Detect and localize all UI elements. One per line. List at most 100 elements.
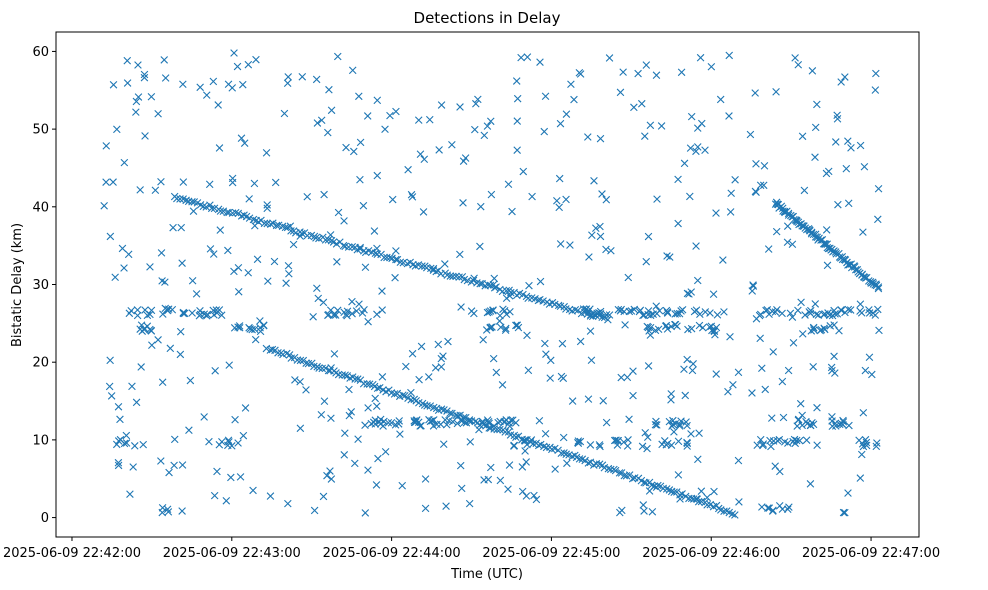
data-point: [158, 378, 167, 386]
data-point: [396, 430, 404, 438]
data-point: [476, 279, 484, 288]
data-point: [756, 435, 765, 444]
data-point: [556, 240, 565, 248]
data-point: [380, 417, 388, 426]
data-point: [688, 366, 697, 375]
data-point: [660, 437, 669, 445]
data-point: [476, 242, 484, 251]
data-point: [703, 493, 711, 502]
data-point: [784, 439, 792, 447]
data-point: [302, 359, 310, 367]
data-point: [844, 199, 853, 208]
data-point: [365, 380, 374, 388]
data-point: [157, 457, 165, 465]
data-point: [773, 305, 781, 314]
data-point: [495, 317, 504, 325]
data-point: [133, 306, 142, 314]
data-point: [667, 390, 676, 398]
data-point: [830, 321, 838, 329]
data-point: [341, 371, 349, 379]
data-point: [605, 311, 614, 319]
data-point: [522, 492, 531, 500]
data-point: [683, 355, 691, 364]
data-point: [212, 306, 221, 314]
data-point: [809, 363, 817, 371]
data-point: [574, 437, 583, 445]
data-point: [111, 273, 119, 282]
data-point: [262, 344, 271, 353]
data-point: [653, 421, 661, 429]
data-point: [616, 88, 625, 97]
data-point: [170, 461, 178, 470]
data-point: [759, 441, 767, 450]
data-point: [771, 308, 780, 316]
data-point: [355, 92, 363, 101]
data-point: [748, 389, 756, 397]
data-point: [251, 335, 260, 344]
data-point: [716, 95, 725, 104]
x-axis-title: Time (UTC): [450, 567, 523, 582]
data-point: [555, 203, 563, 212]
data-point: [536, 277, 545, 286]
data-point: [437, 354, 446, 363]
data-point: [729, 380, 737, 389]
data-point: [504, 180, 513, 189]
data-point: [686, 192, 694, 201]
data-point: [179, 178, 188, 186]
data-point: [762, 306, 770, 315]
data-point: [865, 353, 874, 362]
marker-group: [100, 49, 883, 519]
data-point: [373, 96, 382, 105]
data-point: [667, 441, 676, 449]
data-point: [133, 311, 142, 320]
data-point: [446, 409, 454, 418]
data-point: [471, 125, 479, 134]
data-point: [788, 313, 797, 321]
data-point: [868, 370, 876, 379]
data-point: [798, 411, 806, 420]
data-point: [512, 77, 521, 85]
data-point: [813, 100, 821, 109]
data-point: [811, 300, 820, 308]
data-point: [343, 307, 352, 316]
data-point: [692, 495, 701, 503]
data-point: [662, 485, 671, 493]
data-point: [437, 101, 446, 109]
data-point: [341, 429, 349, 437]
data-point: [461, 154, 470, 162]
data-point: [652, 302, 661, 310]
data-point: [670, 428, 678, 436]
data-point: [835, 326, 843, 335]
data-point: [731, 175, 739, 184]
data-point: [630, 103, 638, 112]
data-point: [859, 408, 868, 417]
data-point: [296, 356, 305, 365]
data-point: [689, 495, 698, 503]
data-point: [802, 436, 811, 444]
data-point: [373, 171, 382, 180]
data-point: [449, 272, 457, 281]
data-point: [827, 363, 836, 372]
data-point: [806, 480, 815, 488]
data-point: [814, 311, 823, 319]
data-point: [859, 442, 868, 451]
data-point: [163, 505, 172, 514]
data-point: [239, 80, 247, 89]
data-point: [596, 232, 605, 241]
data-point: [645, 327, 653, 335]
data-point: [303, 192, 312, 201]
data-point: [504, 485, 512, 493]
data-point: [860, 162, 869, 171]
data-point: [653, 309, 661, 318]
data-point: [178, 507, 186, 515]
data-point: [522, 458, 530, 466]
data-point: [215, 144, 224, 152]
data-point: [319, 492, 328, 501]
data-point: [241, 404, 250, 412]
data-point: [665, 253, 674, 261]
data-point: [595, 441, 604, 449]
data-point: [437, 405, 446, 413]
data-point: [314, 294, 323, 303]
data-point: [528, 192, 536, 201]
data-point: [554, 301, 563, 310]
